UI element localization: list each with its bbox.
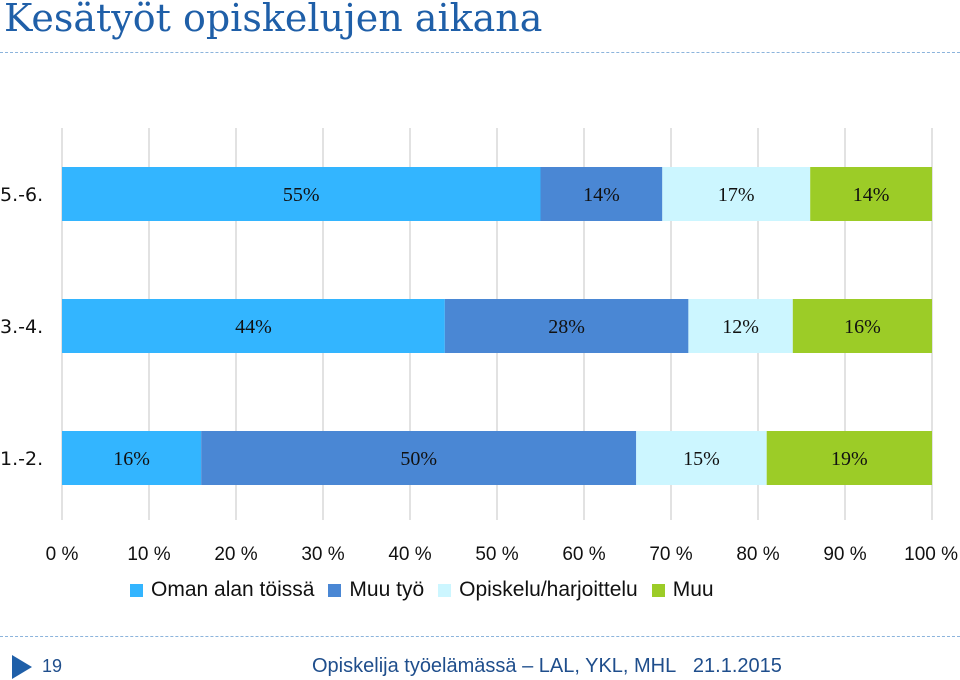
bar-segment <box>62 299 445 353</box>
bar-segment <box>444 299 689 353</box>
legend-item-muu: Muu <box>651 578 714 602</box>
legend-label: Muu työ <box>349 578 425 601</box>
data-label: 15% <box>683 448 720 470</box>
arrow-right-icon <box>12 655 32 679</box>
slide-title: Kesätyöt opiskelujen aikana <box>4 0 543 40</box>
x-tick-label: 10 % <box>127 544 170 565</box>
bar-segment <box>62 431 202 485</box>
title-divider <box>0 52 960 53</box>
legend-label: Opiskelu/harjoittelu <box>459 578 638 601</box>
x-tick-label: 50 % <box>475 544 518 565</box>
data-label: 14% <box>853 184 890 206</box>
stacked-bar-chart: 5.-6. 55% 14% 17% 14% 3.-4. 44% 28% 12% 16% 1.-2. 1… <box>0 128 958 565</box>
bar-segment <box>201 431 637 485</box>
legend-label: Muu <box>672 578 714 601</box>
bar-segment <box>688 299 793 353</box>
x-tick-label: 30 % <box>301 544 344 565</box>
bar-segment <box>540 167 663 221</box>
category-label: 3.-4. <box>0 316 43 338</box>
chart-legend: Oman alan töissä Muu työ Opiskelu/harjoi… <box>130 578 728 602</box>
data-label: 28% <box>548 316 585 338</box>
data-label: 17% <box>718 184 755 206</box>
footer-divider <box>0 636 960 637</box>
x-tick-label: 20 % <box>214 544 257 565</box>
data-label: 44% <box>235 316 272 338</box>
data-label: 16% <box>844 316 881 338</box>
footer-date: 21.1.2015 <box>692 655 782 677</box>
legend-item-muu-tyo: Muu työ <box>328 578 424 602</box>
bar-segment <box>662 167 811 221</box>
bar-segment <box>810 167 932 221</box>
page-number: 19 <box>42 656 63 676</box>
category-label: 1.-2. <box>0 448 43 470</box>
data-label: 19% <box>831 448 868 470</box>
legend-swatch <box>438 583 452 597</box>
x-tick-label: 70 % <box>649 544 692 565</box>
data-label: 50% <box>400 448 437 470</box>
bar-segment <box>792 299 932 353</box>
data-label: 55% <box>283 184 320 206</box>
category-label: 5.-6. <box>0 184 43 206</box>
bar-segment <box>766 431 932 485</box>
x-tick-label: 80 % <box>736 544 779 565</box>
legend-item-oman-alan: Oman alan töissä <box>130 578 314 602</box>
legend-label: Oman alan töissä <box>151 578 315 601</box>
x-tick-label: 90 % <box>823 544 866 565</box>
data-label: 14% <box>583 184 620 206</box>
legend-swatch <box>328 583 342 597</box>
footer-title: Opiskelija työelämässä – LAL, YKL, MHL <box>312 655 677 677</box>
x-tick-label: 60 % <box>562 544 605 565</box>
x-tick-label: 100 % <box>904 544 958 565</box>
data-label: 12% <box>722 316 759 338</box>
x-tick-label: 40 % <box>388 544 431 565</box>
legend-swatch <box>651 583 665 597</box>
bar-segment <box>636 431 767 485</box>
legend-item-opiskelu: Opiskelu/harjoittelu <box>438 578 638 602</box>
x-tick-label: 0 % <box>46 544 79 565</box>
legend-swatch <box>130 583 143 597</box>
data-label: 16% <box>113 448 150 470</box>
footer-text: Opiskelija työelämässä – LAL, YKL, MHL 2… <box>312 655 782 678</box>
bar-segment <box>62 167 541 221</box>
